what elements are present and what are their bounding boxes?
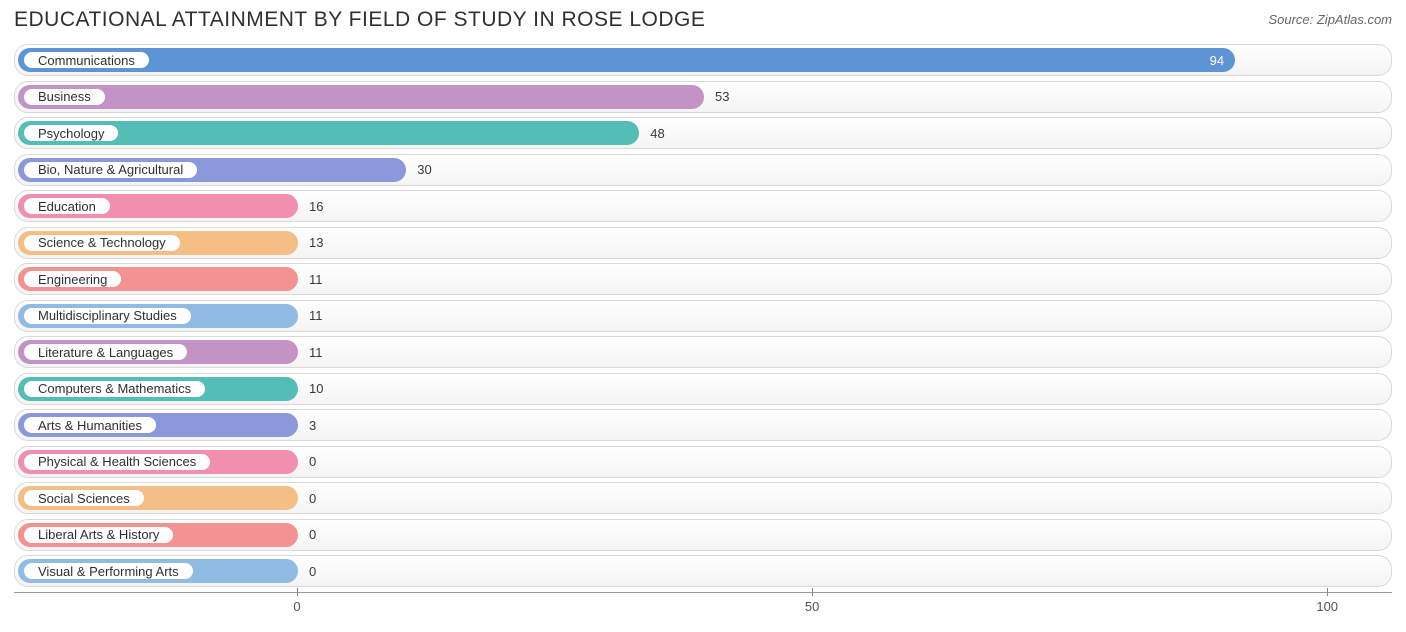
category-pill: Liberal Arts & History <box>22 525 175 545</box>
bar-row: Arts & Humanities 3 <box>14 409 1392 441</box>
bar-fill <box>18 85 704 109</box>
axis-tick <box>297 588 298 596</box>
chart-title: EDUCATIONAL ATTAINMENT BY FIELD OF STUDY… <box>14 8 705 32</box>
bar-row: Bio, Nature & Agricultural 30 <box>14 154 1392 186</box>
category-pill: Communications <box>22 50 151 70</box>
value-label: 0 <box>301 520 316 550</box>
value-label: 10 <box>301 374 323 404</box>
bar-row: Psychology 48 <box>14 117 1392 149</box>
category-pill: Psychology <box>22 123 120 143</box>
category-pill: Arts & Humanities <box>22 415 158 435</box>
bar-row: Communications 94 <box>14 44 1392 76</box>
value-label: 11 <box>301 264 323 294</box>
value-label: 94 <box>1202 45 1224 75</box>
axis-tick-label: 0 <box>293 599 300 614</box>
chart-source: Source: ZipAtlas.com <box>1268 8 1392 27</box>
bar-row: Liberal Arts & History 0 <box>14 519 1392 551</box>
bar-row: Business 53 <box>14 81 1392 113</box>
category-pill: Science & Technology <box>22 233 182 253</box>
value-label: 0 <box>301 447 316 477</box>
axis-tick-label: 100 <box>1316 599 1338 614</box>
bar-row: Science & Technology 13 <box>14 227 1392 259</box>
value-label: 11 <box>301 301 323 331</box>
value-label: 16 <box>301 191 323 221</box>
category-pill: Education <box>22 196 112 216</box>
chart-area: Communications 94 Business 53 Psychology 48 Bi… <box>0 36 1406 587</box>
category-pill: Physical & Health Sciences <box>22 452 212 472</box>
category-pill: Bio, Nature & Agricultural <box>22 160 199 180</box>
category-pill: Multidisciplinary Studies <box>22 306 193 326</box>
value-label: 0 <box>301 556 316 586</box>
bar-row: Multidisciplinary Studies 11 <box>14 300 1392 332</box>
chart-header: EDUCATIONAL ATTAINMENT BY FIELD OF STUDY… <box>0 0 1406 36</box>
value-label: 13 <box>301 228 323 258</box>
category-pill: Computers & Mathematics <box>22 379 207 399</box>
value-label: 3 <box>301 410 316 440</box>
bar-row: Computers & Mathematics 10 <box>14 373 1392 405</box>
bar-fill <box>18 48 1235 72</box>
category-pill: Visual & Performing Arts <box>22 561 195 581</box>
category-pill: Social Sciences <box>22 488 146 508</box>
value-label: 53 <box>707 82 729 112</box>
value-label: 11 <box>301 337 323 367</box>
bar-row: Engineering 11 <box>14 263 1392 295</box>
axis-tick-label: 50 <box>805 599 819 614</box>
category-pill: Literature & Languages <box>22 342 189 362</box>
axis-tick <box>1327 588 1328 596</box>
axis-tick <box>812 588 813 596</box>
category-pill: Business <box>22 87 107 107</box>
value-label: 30 <box>409 155 431 185</box>
bar-row: Visual & Performing Arts 0 <box>14 555 1392 587</box>
bar-row: Physical & Health Sciences 0 <box>14 446 1392 478</box>
bar-row: Literature & Languages 11 <box>14 336 1392 368</box>
category-pill: Engineering <box>22 269 123 289</box>
x-axis: 0 50 100 <box>14 592 1392 616</box>
bar-row: Education 16 <box>14 190 1392 222</box>
value-label: 0 <box>301 483 316 513</box>
bar-row: Social Sciences 0 <box>14 482 1392 514</box>
value-label: 48 <box>642 118 664 148</box>
